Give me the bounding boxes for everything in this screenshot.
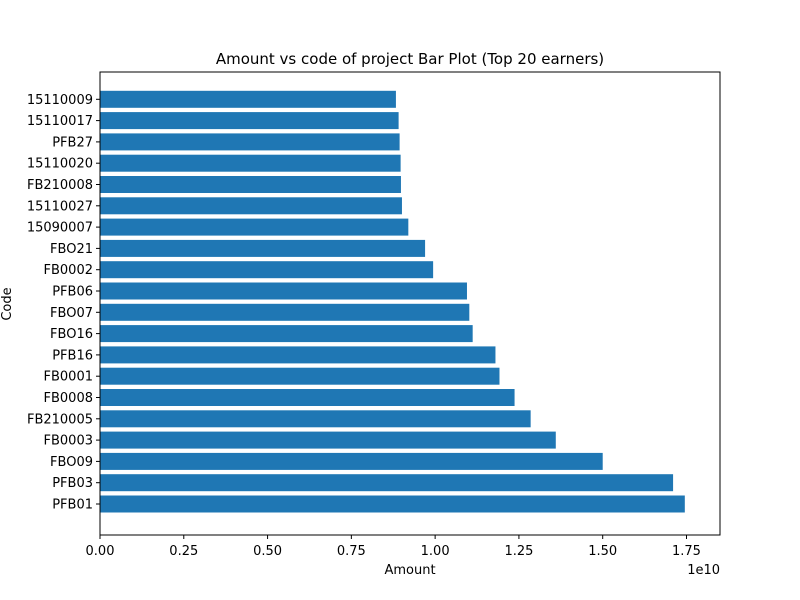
x-tick-label: 1.00: [421, 544, 450, 559]
x-tick-label: 1.25: [504, 544, 533, 559]
y-tick-label: PFB27: [52, 135, 93, 150]
x-tick-label: 0.00: [86, 544, 115, 559]
y-tick-label: FBO21: [50, 242, 93, 257]
bar-PFB03: [100, 474, 674, 492]
bar-15110017: [100, 112, 399, 130]
x-tick-label: 0.50: [253, 544, 282, 559]
bar-FB210005: [100, 410, 531, 428]
bar-FB0003: [100, 431, 556, 449]
x-axis-ticks: 0.00 0.25 0.50 0.75 1.00 1.25 1.50 1.75: [86, 535, 701, 559]
bar-PFB16: [100, 346, 496, 364]
y-tick-label: 15090007: [27, 221, 93, 236]
x-tick-label: 1.50: [588, 544, 617, 559]
y-tick-label: PFB06: [52, 285, 93, 300]
bar-FB210008: [100, 176, 401, 193]
y-tick-label: 15110027: [27, 199, 93, 214]
y-tick-label: 15110009: [27, 93, 93, 108]
y-axis-label: Code: [0, 287, 15, 320]
x-tick-label: 0.75: [337, 544, 366, 559]
y-tick-label: 15110020: [27, 157, 93, 172]
bar-FBO16: [100, 325, 473, 343]
y-tick-label: FB0008: [44, 391, 93, 406]
x-axis-offset-label: 1e10: [687, 563, 720, 578]
bar-PFB27: [100, 133, 400, 151]
y-tick-label: PFB16: [52, 348, 93, 363]
y-tick-label: PFB03: [52, 476, 93, 491]
chart-title: Amount vs code of project Bar Plot (Top …: [216, 50, 604, 68]
x-tick-label: 1.75: [672, 544, 701, 559]
bar-15110020: [100, 154, 401, 172]
bar-15110009: [100, 90, 396, 108]
bars-group: [100, 90, 685, 513]
x-tick-label: 0.25: [169, 544, 198, 559]
bar-FB0001: [100, 367, 500, 385]
y-tick-label: PFB01: [52, 498, 93, 513]
y-tick-label: FB210008: [27, 178, 93, 193]
bar-FBO07: [100, 303, 470, 321]
x-axis-label: Amount: [384, 563, 435, 578]
bar-15110027: [100, 197, 402, 215]
y-tick-label: FB0003: [44, 434, 93, 449]
bar-FB0002: [100, 261, 434, 279]
bar-15090007: [100, 218, 409, 236]
y-tick-label: FBO16: [50, 327, 93, 342]
bar-FBO09: [100, 452, 603, 470]
y-tick-label: FBO07: [50, 306, 93, 321]
axes-frame: [99, 71, 721, 536]
y-tick-label: FB0001: [44, 370, 93, 385]
bar-FBO21: [100, 239, 426, 257]
y-axis-ticks: PFB01 PFB03 FBO09 FB0003 FB210005 FB0008 FB000…: [27, 93, 100, 513]
bar-PFB01: [100, 495, 685, 513]
y-tick-label: FBO09: [50, 455, 93, 470]
y-tick-label: FB0002: [44, 263, 93, 278]
y-tick-label: FB210005: [27, 412, 93, 427]
bar-PFB06: [100, 282, 467, 300]
bar-FB0008: [100, 389, 515, 406]
y-tick-label: 15110017: [27, 114, 93, 129]
